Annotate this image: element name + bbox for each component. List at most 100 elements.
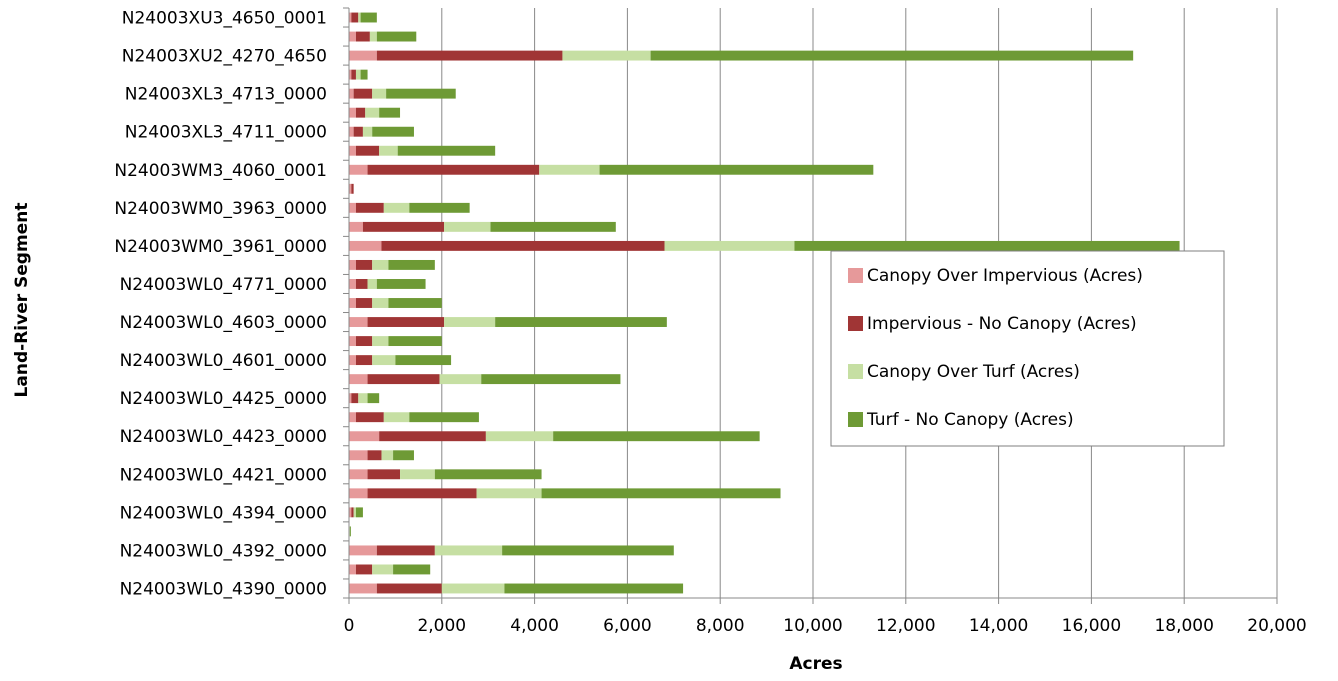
bar-segment [372,126,414,137]
bar-segment [393,450,414,461]
y-tick-label: N24003WL0_4390_0000 [120,579,327,599]
bar-segment [367,279,377,289]
bar-segment [349,12,352,23]
bar-segment [400,469,435,480]
bar-segment [388,336,442,347]
legend-box [830,250,1225,447]
x-axis-title: Acres [789,654,842,674]
bar-segment [358,12,361,23]
bar-segment [349,88,354,99]
bar-segment [386,88,456,99]
bar-segment [481,374,621,385]
bar-segment [372,336,389,347]
bar-segment [355,298,373,308]
x-tick-label: 14,000 [969,616,1028,636]
bar-segment [355,564,373,575]
bar-segment [351,69,356,80]
x-tick-label: 10,000 [783,616,842,636]
y-tick-label: N24003WL0_4425_0000 [120,389,327,409]
y-tick-label: N24003XL3_4713_0000 [125,85,327,105]
x-tick-label: 0 [344,616,355,636]
bar-segment [502,545,674,556]
legend-label: Canopy Over Turf (Acres) [867,362,1080,382]
bar-segment [360,69,368,80]
y-axis-title: Land-River Segment [12,203,32,398]
legend-swatch [848,316,863,331]
x-tick-labels: 0 2,000 4,000 6,000 8,000 10,000 12,000 14,000 1… [344,616,1307,636]
bar-segment [376,279,426,289]
bar-segment [376,545,435,556]
bar-segment [367,393,380,404]
bar-segment [379,107,401,118]
bar-segment [353,126,363,137]
bar-segment [372,88,387,99]
bar-segment [441,583,505,594]
y-tick-labels: N24003WL0_4390_0000 N24003WL0_4392_0000 N2… [114,9,327,600]
legend-label: Canopy Over Impervious (Acres) [867,266,1143,286]
bar-segment [349,259,356,270]
bar-segment [367,374,440,385]
bar-segment [539,164,600,175]
bar-segment [439,374,482,385]
bar-segment [355,355,373,366]
bar-segment [388,259,435,270]
bar-segment [365,107,380,118]
bar-segment [349,221,363,232]
bar-segment [369,31,377,42]
bar-segment [349,145,356,156]
bar-segment [351,12,359,23]
y-tick-label: N24003XU2_4270_4650 [122,47,327,67]
bar-segment [349,50,377,61]
bar-segment [349,412,356,423]
bar-segment [650,50,1134,61]
bar-segment [349,107,356,118]
bar-segment [360,12,377,23]
bar-segment [355,279,368,289]
bar-segment [381,240,665,251]
bar-segment [355,31,370,42]
bar-segment [349,545,377,556]
bar-segment [349,355,356,366]
y-tick-label: N24003WL0_4601_0000 [120,351,327,371]
bar-segment [355,412,384,423]
legend: Canopy Over Impervious (Acres) Impervious… [830,250,1225,447]
bar-segment [372,259,389,270]
bar-segment [349,374,368,385]
bar-segment [349,336,356,347]
bar-segment [349,564,356,575]
y-tick-label: N24003WM0_3961_0000 [114,237,327,257]
bar-segment [349,126,354,137]
bar-segment [379,431,486,442]
bar-segment [355,107,366,118]
bar-segment [349,488,368,499]
y-tick-label: N24003XU3_4650_0001 [122,9,327,29]
bar-segment [376,31,417,42]
bar-series [349,12,1180,594]
axes [343,7,1278,604]
bar-segment [372,564,394,575]
legend-swatch [848,268,863,283]
bar-segment [444,317,496,327]
bar-segment [379,145,398,156]
bar-segment [395,355,452,366]
bar-segment [351,183,354,194]
bar-segment [504,583,684,594]
bar-segment [358,393,368,404]
y-tick-label: N24003WL0_4603_0000 [120,313,327,333]
bar-segment [349,69,352,80]
bar-segment [349,183,352,194]
y-tick-label: N24003WL0_4392_0000 [120,541,327,561]
bar-segment [434,545,503,556]
bar-segment [383,202,410,213]
bar-segment [794,240,1180,251]
bar-segment [409,202,470,213]
bar-segment [495,317,667,327]
bar-segment [367,317,445,327]
bar-segment [349,469,368,480]
y-tick-label: N24003WL0_4771_0000 [120,275,327,295]
x-tick-label: 4,000 [510,616,559,636]
x-tick-label: 16,000 [1062,616,1121,636]
bar-segment [367,488,477,499]
bar-segment [353,88,373,99]
